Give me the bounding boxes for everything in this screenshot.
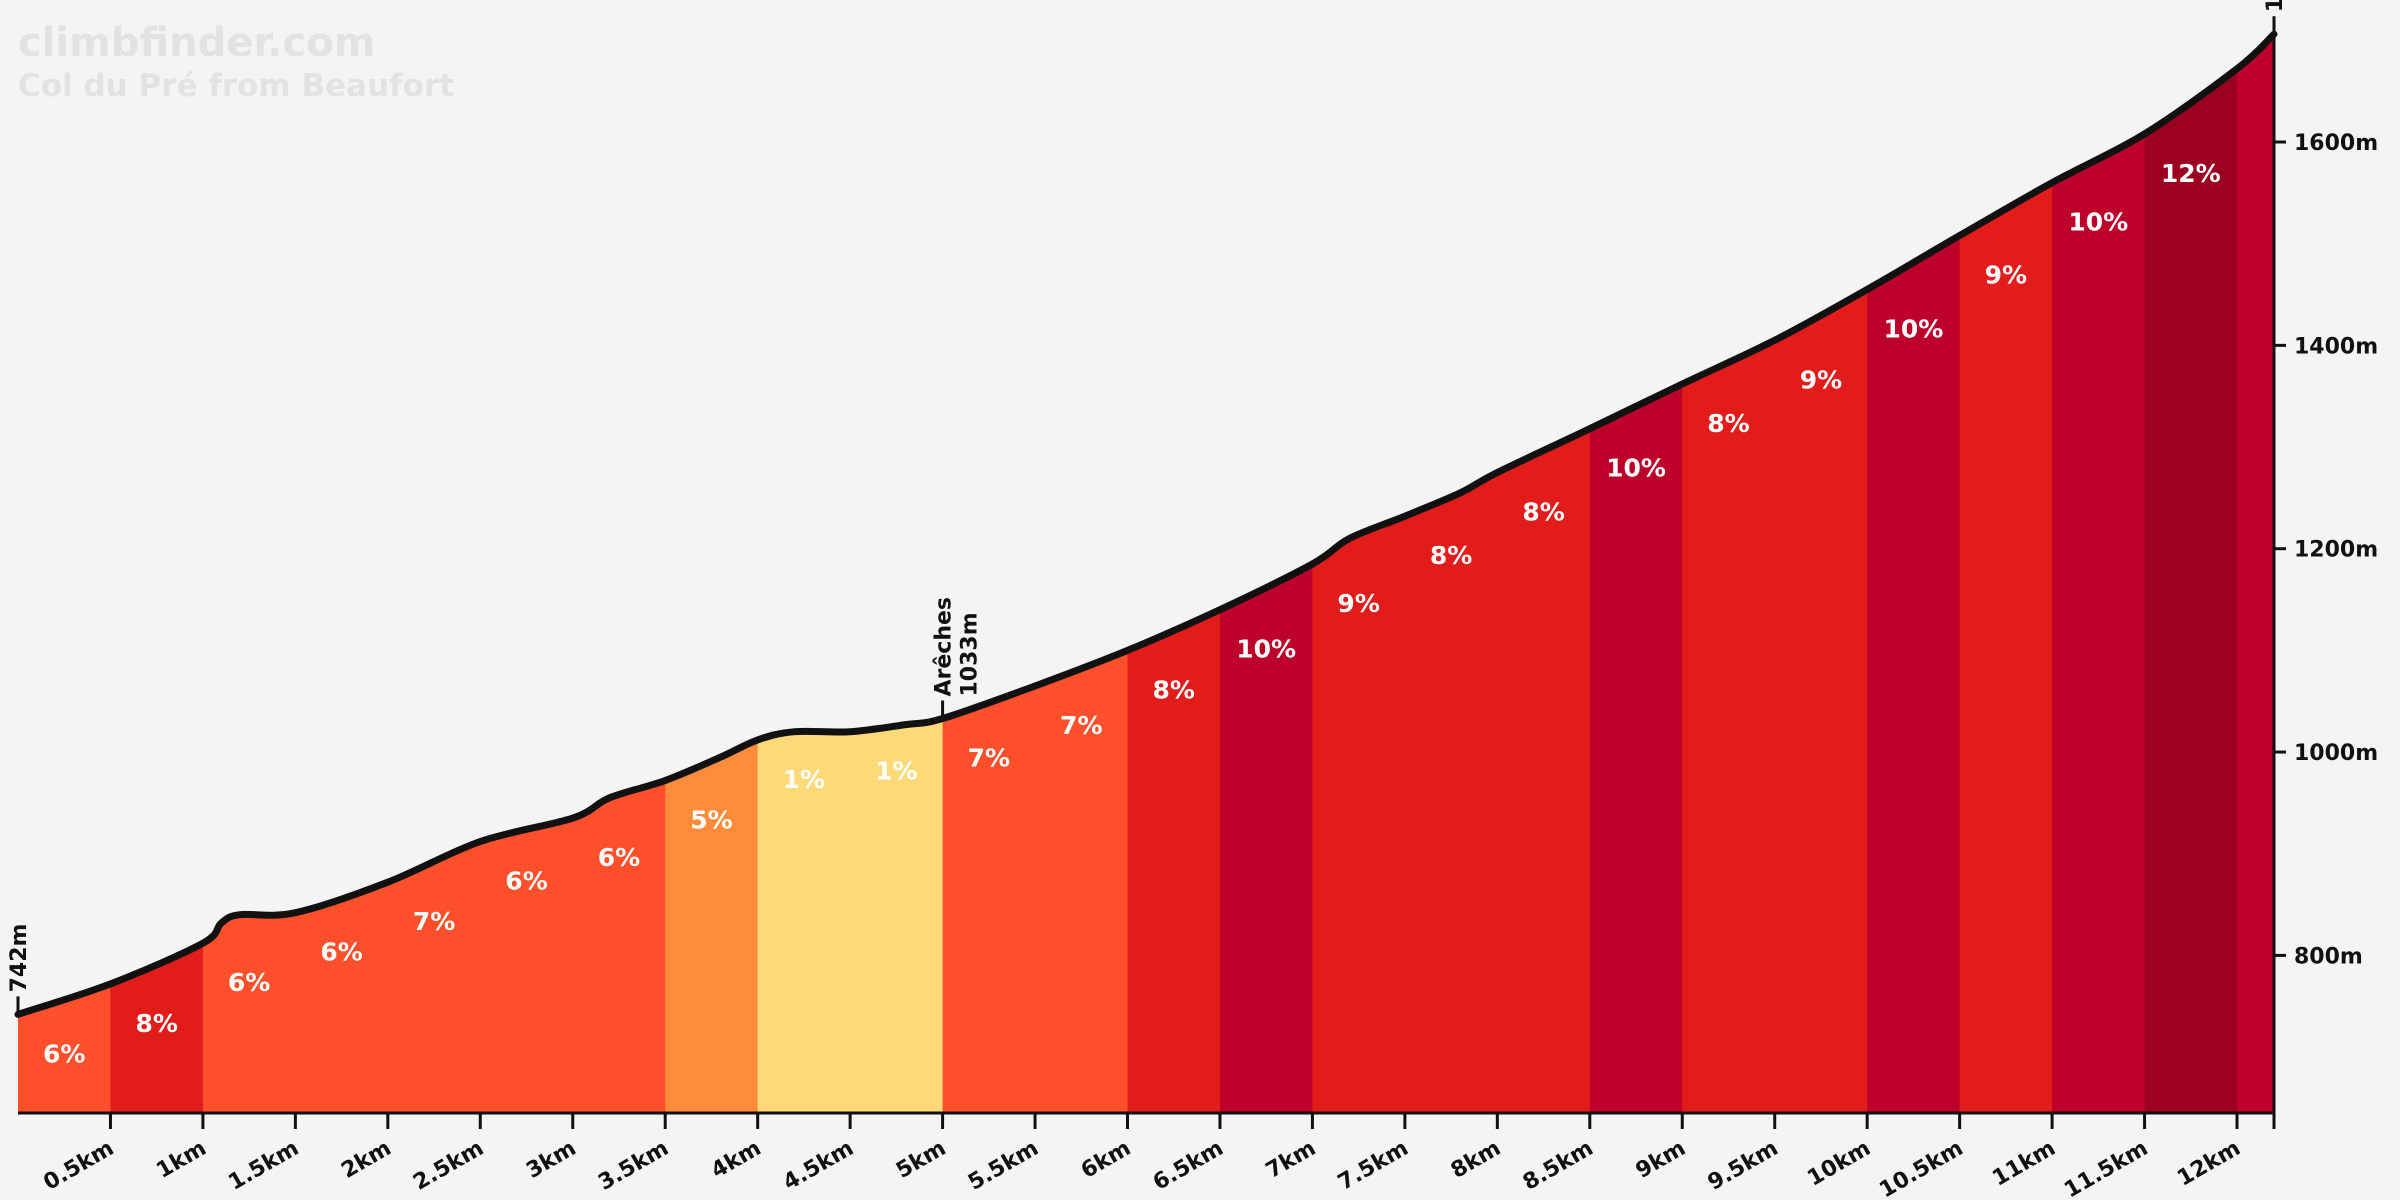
y-tick-label: 800m <box>2294 944 2363 969</box>
grade-segment <box>850 34 944 1113</box>
grade-labels: 6% 8% 6% 6% 7% 6% 6% 5% 1% 1% 7% 7% 8% 10% 9% 8% 8% 10% 8%… <box>43 159 2221 1069</box>
grade-label: 6% <box>598 843 640 872</box>
x-tick-label: 4km <box>707 1136 765 1184</box>
x-tick-label: 9km <box>1632 1136 1690 1184</box>
annotation-elevation: 742m <box>7 924 32 993</box>
x-tick-label: 1.5km <box>224 1136 303 1196</box>
x-tick-label: 6.5km <box>1149 1136 1228 1196</box>
grade-label: 9% <box>1337 589 1379 618</box>
grade-label: 10% <box>1236 635 1296 664</box>
x-tick-label: 3km <box>522 1136 580 1184</box>
grade-segment <box>1682 34 1776 1113</box>
grade-segment <box>1127 34 1221 1113</box>
annotation-place-name: Arêches <box>932 597 957 697</box>
y-tick-label: 1000m <box>2294 741 2378 766</box>
grade-label: 8% <box>1153 675 1195 704</box>
grade-segment <box>1959 34 2053 1113</box>
annotation-elevation: 1033m <box>958 612 983 696</box>
grade-segment <box>202 34 296 1113</box>
grade-segment <box>2237 34 2274 1113</box>
x-tick-label: 6km <box>1077 1136 1135 1184</box>
grade-label: 12% <box>2161 159 2221 188</box>
grade-segment <box>1219 34 1314 1113</box>
elevation-axis: 800m 1000m 1200m 1400m 1600m <box>2272 34 2378 1113</box>
x-tick-label: 2km <box>337 1136 395 1184</box>
climb-title: Col du Pré from Beaufort <box>18 68 454 104</box>
grade-segment <box>572 34 666 1113</box>
grade-segment <box>665 34 759 1113</box>
x-tick-label: 5.5km <box>964 1136 1043 1196</box>
x-tick-label: 9.5km <box>1704 1136 1783 1196</box>
x-tick-label: 12km <box>2173 1136 2245 1192</box>
x-tick-label: 5km <box>892 1136 950 1184</box>
x-tick-label: 7km <box>1262 1136 1320 1184</box>
grade-label: 8% <box>135 1009 177 1038</box>
x-tick-label: 1km <box>152 1136 210 1184</box>
grade-label: 6% <box>320 938 362 967</box>
grade-label: 9% <box>1800 365 1842 394</box>
y-tick-label: 1200m <box>2294 538 2378 563</box>
grade-label: 7% <box>968 744 1010 773</box>
grade-segment <box>110 34 204 1113</box>
grade-label: 8% <box>1707 409 1749 438</box>
distance-axis: 0.5km 1km 1.5km 2km 2.5km 3km 3.5km 4km 4.5km 5km… <box>18 1111 2276 1200</box>
x-tick-label: 8km <box>1447 1136 1505 1184</box>
grade-label: 8% <box>1430 541 1472 570</box>
x-tick-label: 4.5km <box>779 1136 858 1196</box>
x-tick-label: 11.5km <box>2060 1136 2152 1200</box>
grade-label: 8% <box>1522 497 1564 526</box>
x-tick-label: 10.5km <box>1875 1136 1967 1200</box>
grade-label: 6% <box>43 1039 85 1068</box>
grade-label: 5% <box>690 806 732 835</box>
grade-segment <box>1867 34 1961 1113</box>
grade-label: 10% <box>1606 454 1666 483</box>
x-tick-label: 10km <box>1803 1136 1875 1192</box>
grade-label: 1% <box>783 765 825 794</box>
grade-segment <box>942 34 1036 1113</box>
y-tick-label: 1600m <box>2294 131 2378 156</box>
grade-segment <box>1774 34 1868 1113</box>
y-tick-label: 1400m <box>2294 334 2378 359</box>
annotation-elevation: 1706m <box>2263 0 2288 12</box>
grade-label: 7% <box>413 907 455 936</box>
x-tick-label: 8.5km <box>1519 1136 1598 1196</box>
grade-segment <box>1035 34 1129 1113</box>
grade-label: 10% <box>2068 208 2128 237</box>
grade-label: 1% <box>875 757 917 786</box>
grade-segment <box>480 34 574 1113</box>
grade-label: 7% <box>1060 711 1102 740</box>
grade-segment <box>757 34 851 1113</box>
grade-label: 6% <box>505 867 547 896</box>
grade-segment <box>1589 34 1683 1113</box>
grade-label: 10% <box>1883 314 1943 343</box>
x-tick-label: 7.5km <box>1334 1136 1413 1196</box>
grade-label: 9% <box>1985 261 2027 290</box>
grade-segment <box>387 34 481 1113</box>
x-tick-label: 0.5km <box>39 1136 118 1196</box>
x-tick-label: 2.5km <box>409 1136 488 1196</box>
grade-segment <box>1497 34 1591 1113</box>
site-watermark: climbfinder.com <box>18 20 375 66</box>
x-tick-label: 3.5km <box>594 1136 673 1196</box>
grade-segment <box>2052 34 2146 1113</box>
grade-segment <box>2144 34 2238 1113</box>
grade-label: 6% <box>228 968 270 997</box>
profile-line <box>14 30 2278 1018</box>
x-tick-label: 11km <box>1988 1136 2060 1192</box>
